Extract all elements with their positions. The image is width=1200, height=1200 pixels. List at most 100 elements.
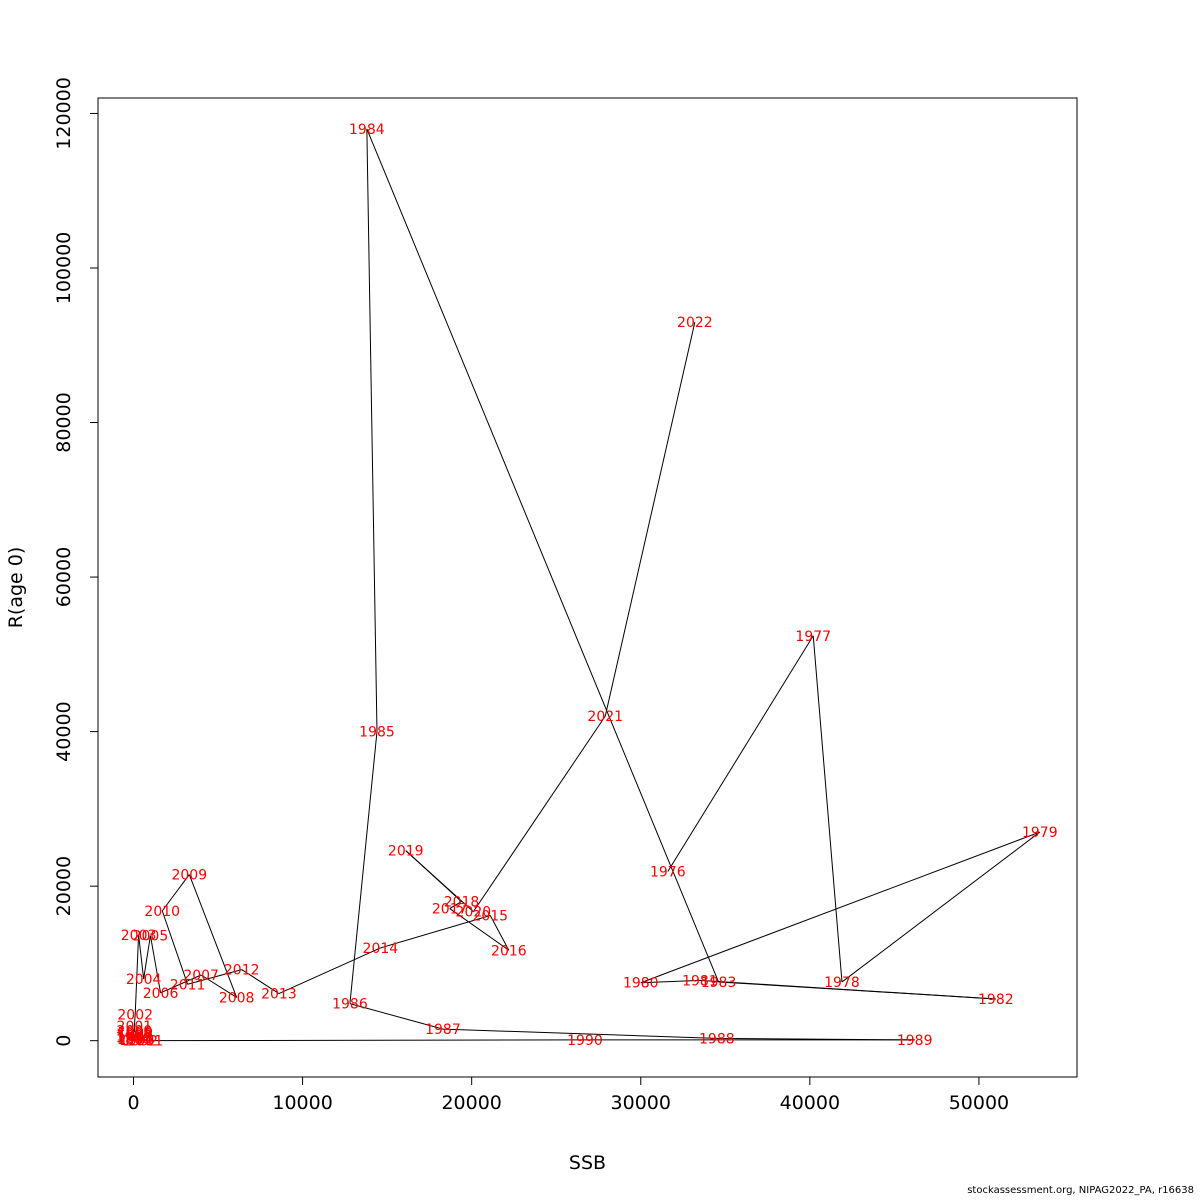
point-year-label: 2005 bbox=[133, 929, 169, 945]
trajectory-segment bbox=[133, 1035, 135, 1038]
x-tick-label: 40000 bbox=[780, 1092, 840, 1114]
footer-credit: stockassessment.org, NIPAG2022_PA, r1663… bbox=[967, 1185, 1194, 1196]
x-tick-label: 20000 bbox=[441, 1092, 501, 1114]
trajectory-segment bbox=[149, 935, 162, 993]
trajectory-segment bbox=[143, 935, 151, 979]
trajectory-segment bbox=[640, 831, 1040, 984]
x-tick-label: 0 bbox=[127, 1092, 139, 1114]
x-tick-label: 10000 bbox=[272, 1092, 332, 1114]
point-year-label: 1982 bbox=[978, 992, 1014, 1008]
point-year-label: 2010 bbox=[144, 904, 180, 920]
trajectory-segment bbox=[640, 979, 700, 984]
trajectory-segment bbox=[349, 1003, 444, 1030]
point-year-label: 1985 bbox=[359, 725, 395, 741]
point-year-label: 2022 bbox=[677, 315, 713, 331]
point-year-label: 1992 bbox=[122, 1034, 158, 1050]
point-year-label: 2015 bbox=[472, 909, 508, 925]
y-axis: 0 20000 40000 60000 80000 100000 120000 bbox=[53, 77, 99, 1047]
point-year-label: 2021 bbox=[587, 709, 623, 725]
point-year-label: 1989 bbox=[897, 1033, 933, 1049]
point-year-label: 1994 bbox=[117, 1032, 153, 1048]
trajectory-segment bbox=[380, 915, 491, 949]
y-tick-label: 60000 bbox=[53, 547, 75, 607]
point-year-label: 1983 bbox=[701, 975, 737, 991]
trajectory-segment bbox=[133, 1014, 136, 1027]
y-tick-label: 80000 bbox=[53, 392, 75, 452]
trajectory-segment bbox=[405, 850, 474, 913]
x-tick-label: 50000 bbox=[949, 1092, 1009, 1114]
point-year-label: 1978 bbox=[824, 975, 860, 991]
trajectory-segment bbox=[133, 1030, 136, 1033]
point-year-label: 1995 bbox=[117, 1031, 153, 1047]
point-year-label: 1981 bbox=[682, 973, 718, 989]
trajectory-segment bbox=[161, 874, 190, 912]
trajectory-segment bbox=[366, 128, 720, 983]
trajectory-segment bbox=[133, 1033, 136, 1036]
point-year-label: 2006 bbox=[143, 986, 179, 1002]
point-year-label: 1997 bbox=[117, 1028, 153, 1044]
trajectory-segment bbox=[188, 874, 238, 998]
trajectory-segment bbox=[187, 969, 242, 985]
point-year-label: 1990 bbox=[567, 1033, 603, 1049]
point-year-label: 2004 bbox=[126, 972, 162, 988]
point-year-label: 2017 bbox=[432, 902, 468, 918]
trajectory-segment bbox=[667, 635, 814, 872]
point-year-label: 2014 bbox=[363, 941, 399, 957]
point-year-label: 2007 bbox=[183, 968, 219, 984]
point-year-label: 2002 bbox=[117, 1007, 153, 1023]
point-year-label: 2011 bbox=[170, 977, 206, 993]
y-tick-label: 120000 bbox=[53, 77, 75, 150]
point-year-label: 1993 bbox=[119, 1033, 155, 1049]
point-year-label: 1988 bbox=[699, 1031, 735, 1047]
trajectory-segment bbox=[145, 1039, 585, 1042]
trajectory-segment bbox=[489, 915, 510, 951]
point-year-label: 1984 bbox=[349, 122, 385, 138]
point-year-label: 2018 bbox=[444, 895, 480, 911]
trajectory-segment bbox=[136, 1039, 141, 1042]
trajectory-segment bbox=[160, 974, 202, 994]
point-year-label: 1980 bbox=[623, 976, 659, 992]
trajectory-segment bbox=[349, 731, 378, 1004]
y-tick-label: 20000 bbox=[53, 856, 75, 916]
trajectory-segment bbox=[278, 947, 381, 995]
plot-frame bbox=[97, 97, 1078, 1078]
y-tick-label: 100000 bbox=[53, 232, 75, 305]
x-tick-label: 30000 bbox=[611, 1092, 671, 1114]
point-year-label: 2001 bbox=[117, 1019, 153, 1035]
trajectory-segment bbox=[134, 1037, 136, 1040]
trajectory-segment bbox=[472, 715, 606, 912]
trajectory-segment bbox=[718, 981, 996, 1000]
point-year-label: 1986 bbox=[332, 997, 368, 1013]
point-year-label: 2008 bbox=[219, 990, 255, 1006]
x-axis: 0 10000 20000 30000 40000 50000 bbox=[127, 1076, 1009, 1114]
y-tick-label: 0 bbox=[53, 1035, 75, 1047]
point-year-label: 2020 bbox=[456, 905, 492, 921]
point-year-label: 1999 bbox=[117, 1025, 153, 1041]
point-year-label: 2003 bbox=[121, 928, 157, 944]
trajectory-segment bbox=[449, 908, 510, 951]
trajectory-segment bbox=[133, 1036, 135, 1039]
trajectory-segment bbox=[841, 831, 1041, 983]
point-year-label: 1987 bbox=[425, 1022, 461, 1038]
trajectory-segment bbox=[449, 901, 462, 909]
point-year-label: 1991 bbox=[128, 1034, 164, 1050]
trajectory-segment bbox=[366, 128, 378, 732]
y-axis-title: R(age 0) bbox=[5, 547, 27, 629]
trajectory-segment bbox=[134, 1038, 138, 1041]
trajectory-segment bbox=[241, 969, 280, 994]
point-year-label: 2019 bbox=[388, 844, 424, 860]
point-year-label: 2016 bbox=[491, 943, 527, 959]
point-year-label: 1998 bbox=[117, 1027, 153, 1043]
trajectory-segment bbox=[812, 635, 843, 983]
point-year-label: 1979 bbox=[1022, 825, 1058, 841]
point-year-label: 2009 bbox=[171, 868, 207, 884]
point-year-label: 1996 bbox=[116, 1030, 152, 1046]
trajectory-segment bbox=[442, 1028, 717, 1039]
trajectory-lines bbox=[133, 128, 1041, 1042]
point-year-label: 1976 bbox=[650, 864, 686, 880]
trajectory-segment bbox=[604, 321, 696, 717]
point-year-label: 2013 bbox=[261, 987, 297, 1003]
trajectory-segment bbox=[161, 910, 189, 985]
trajectory-segment bbox=[138, 934, 145, 979]
